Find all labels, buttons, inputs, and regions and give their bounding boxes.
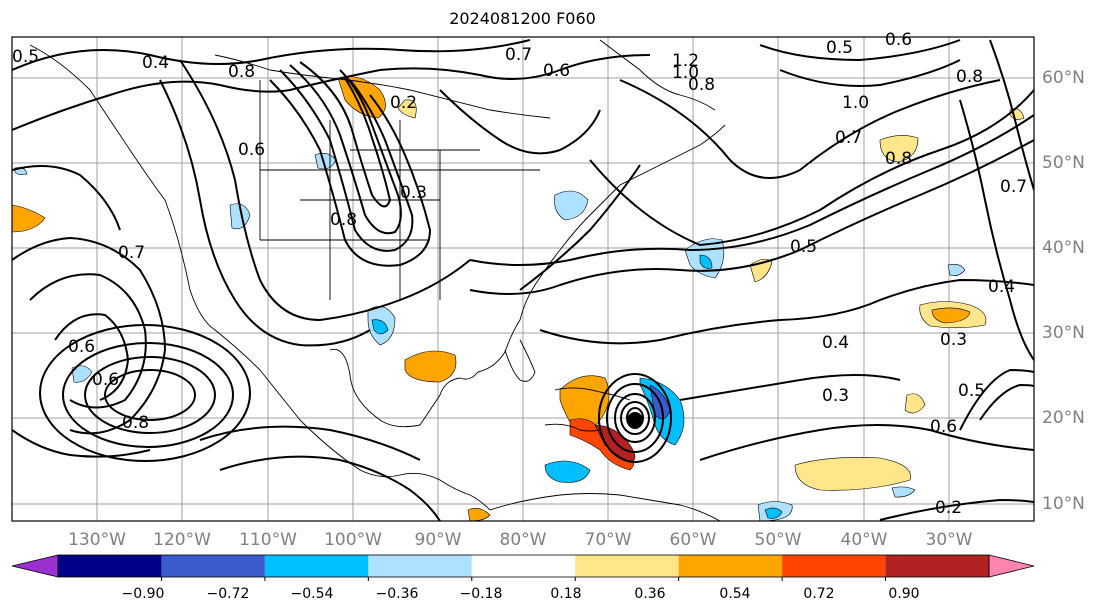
contour-label: 0.8 (688, 75, 715, 95)
latitude-label: 40°N (1042, 238, 1085, 258)
contour-label: 0.8 (885, 149, 912, 169)
colorbar (11, 554, 1035, 581)
contour-label: 0.6 (885, 30, 912, 50)
longitude-label: 120°W (153, 530, 211, 550)
colorbar-segment (161, 555, 265, 577)
latitude-label: 30°N (1042, 323, 1085, 343)
anomaly-fills (12, 76, 1025, 521)
colorbar-tick-label: −0.54 (290, 586, 334, 602)
contour-label: 0.2 (935, 498, 962, 518)
colorbar-tick-label: 0.18 (550, 586, 582, 602)
coastlines (29, 39, 726, 521)
colorbar-segment (575, 555, 679, 577)
longitude-label: 110°W (239, 530, 297, 550)
colorbar-tick-label: 0.54 (719, 586, 751, 602)
longitude-label: 30°W (925, 530, 973, 550)
contour-label: 0.6 (68, 337, 95, 357)
longitude-label: 130°W (68, 530, 126, 550)
colorbar-segment (368, 555, 472, 577)
contour-label: 0.2 (390, 93, 417, 113)
colorbar-segment (471, 555, 576, 577)
contour-label: 0.3 (822, 386, 849, 406)
colorbar-segment (678, 555, 783, 577)
contour-label: 0.6 (92, 370, 119, 390)
contour-label: 0.7 (505, 45, 532, 65)
colorbar-extend-high (988, 554, 1035, 578)
latitude-label: 60°N (1042, 68, 1085, 88)
colorbar-extend-low (11, 554, 59, 578)
contour-label: 0.8 (330, 210, 357, 230)
storm-center-marker (627, 412, 643, 428)
map-frame (11, 36, 1035, 522)
contour-label: 0.5 (12, 47, 39, 67)
contour-labels: 0.4 0.8 0.5 0.7 0.6 1.2 1.0 0.8 0.5 0.6 … (12, 30, 1027, 518)
colorbar-tick-label: −0.18 (459, 586, 503, 602)
colorbar-segment (885, 555, 989, 577)
contour-label: 0.4 (988, 277, 1015, 297)
contour-label: 0.8 (956, 67, 983, 87)
contour-label: 0.7 (835, 128, 862, 148)
contour-label: 0.4 (142, 53, 169, 73)
contour-label: 0.7 (1000, 177, 1027, 197)
contour-label: 0.3 (400, 183, 427, 203)
contour-label: 0.5 (826, 38, 853, 58)
contour-label: 1.0 (842, 93, 869, 113)
colorbar-tick-label: 0.36 (634, 586, 666, 602)
map-title: 2024081200 F060 (449, 9, 596, 28)
contour-label: 1.2 (672, 51, 699, 71)
contour-label: 0.7 (118, 243, 145, 263)
longitude-label: 40°W (840, 530, 888, 550)
colorbar-tick-label: 0.90 (888, 586, 920, 602)
latitude-label: 20°N (1042, 408, 1085, 428)
latitude-label: 10°N (1042, 494, 1085, 514)
contour-label: 1.0 (672, 63, 699, 83)
latitude-label: 50°N (1042, 153, 1085, 173)
longitude-label: 60°W (669, 530, 717, 550)
contour-label: 0.6 (930, 417, 957, 437)
contour-label: 0.8 (122, 413, 149, 433)
contour-label: 0.4 (822, 333, 849, 353)
colorbar-segment (264, 555, 369, 577)
contours (12, 39, 1034, 521)
longitude-label: 90°W (414, 530, 462, 550)
colorbar-segment (782, 555, 886, 577)
contour-label: 0.3 (940, 330, 967, 350)
contour-label: 0.6 (238, 140, 265, 160)
contour-label: 0.6 (543, 61, 570, 81)
gridlines (12, 37, 1034, 521)
longitude-label: 80°W (499, 530, 547, 550)
contour-label: 0.5 (790, 237, 817, 257)
colorbar-segment (58, 555, 162, 577)
contour-label: 0.5 (958, 381, 985, 401)
longitude-label: 50°W (754, 530, 802, 550)
longitude-label: 100°W (324, 530, 382, 550)
colorbar-tick-label: −0.72 (206, 586, 250, 602)
contour-label: 0.8 (228, 62, 255, 82)
colorbar-tick-label: −0.90 (121, 586, 165, 602)
longitude-label: 70°W (584, 530, 632, 550)
colorbar-tick-label: 0.72 (803, 586, 835, 602)
colorbar-tick-label: −0.36 (375, 586, 419, 602)
colorbar-frame (57, 554, 990, 578)
